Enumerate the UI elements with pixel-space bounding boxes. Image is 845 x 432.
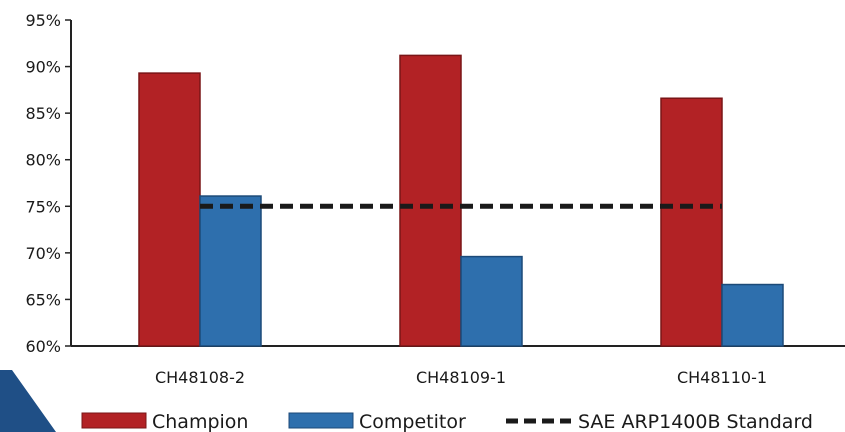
y-tick-label: 70% (25, 244, 61, 263)
y-tick-label: 85% (25, 104, 61, 123)
y-tick-label: 60% (25, 337, 61, 356)
legend-label-standard: SAE ARP1400B Standard (578, 411, 813, 432)
legend: Champion Competitor SAE ARP1400B Standar… (81, 411, 813, 432)
bar-champion-ch48110-1 (660, 97, 723, 347)
y-tick-label: 80% (25, 151, 61, 170)
y-axis-ticks: 60% 65% 70% 75% 80% 85% 90% 95% (25, 11, 71, 356)
x-tick-label: CH48108-2 (155, 368, 245, 387)
legend-swatch-champion (81, 412, 147, 429)
bar-competitor-ch48109-1 (460, 255, 523, 347)
x-tick-label: CH48109-1 (416, 368, 506, 387)
y-tick-label: 90% (25, 58, 61, 77)
corner-decoration (0, 370, 56, 432)
x-axis-ticks: CH48108-2 CH48109-1 CH48110-1 (155, 368, 767, 387)
y-tick-label: 95% (25, 11, 61, 30)
legend-label-competitor: Competitor (359, 411, 466, 432)
bar-champion-ch48109-1 (399, 54, 462, 347)
y-tick-label: 75% (25, 197, 61, 216)
y-tick-label: 65% (25, 290, 61, 309)
x-tick-label: CH48110-1 (677, 368, 767, 387)
legend-swatch-competitor (288, 412, 354, 429)
bars (138, 54, 784, 347)
legend-label-champion: Champion (152, 411, 248, 432)
bar-champion-ch48108-2 (138, 72, 201, 347)
bar-competitor-ch48108-2 (199, 195, 262, 347)
bar-competitor-ch48110-1 (721, 283, 784, 347)
